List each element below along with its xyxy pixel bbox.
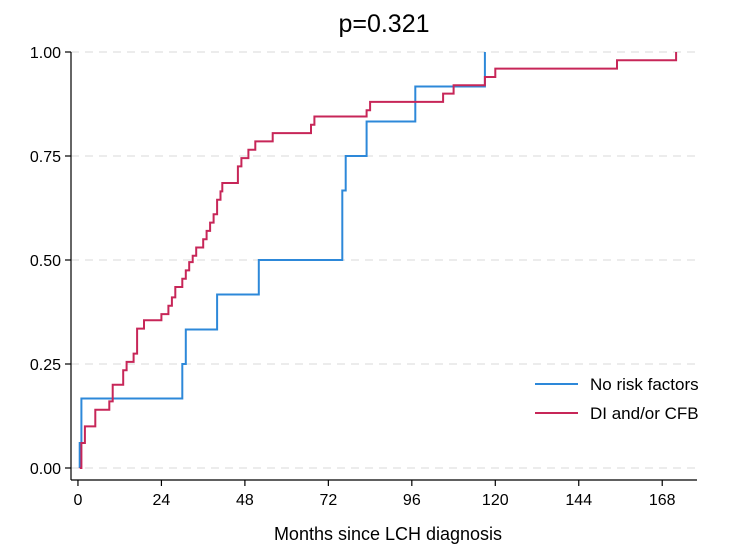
series-line-di-and-or-cfb <box>79 52 678 469</box>
legend-label-0: No risk factors <box>590 375 699 394</box>
x-axis-label: Months since LCH diagnosis <box>274 524 502 544</box>
y-tick-label-2: 0.50 <box>30 253 61 270</box>
series-layer <box>78 52 678 469</box>
axis-layer: 0.00 0.25 0.50 0.75 1.00 0 24 48 72 96 120 144 168 <box>30 45 697 509</box>
x-tick-label-1: 24 <box>153 492 171 509</box>
chart-title: p=0.321 <box>338 10 429 38</box>
x-tick-label-0: 0 <box>74 492 83 509</box>
y-tick-label-0: 0.00 <box>30 461 61 478</box>
y-tick-label-3: 0.75 <box>30 149 61 166</box>
grid-layer <box>71 51 697 469</box>
x-tick-label-5: 120 <box>482 492 509 509</box>
series-line-no-risk-factors <box>78 52 486 468</box>
x-tick-label-6: 144 <box>565 492 592 509</box>
legend-label-1: DI and/or CFB <box>590 404 699 423</box>
y-tick-label-1: 0.25 <box>30 357 61 374</box>
x-tick-label-4: 96 <box>403 492 421 509</box>
legend: No risk factors DI and/or CFB <box>535 375 699 423</box>
x-tick-label-3: 72 <box>319 492 337 509</box>
x-tick-label-7: 168 <box>649 492 676 509</box>
y-tick-label-4: 1.00 <box>30 45 61 62</box>
x-tick-label-2: 48 <box>236 492 254 509</box>
